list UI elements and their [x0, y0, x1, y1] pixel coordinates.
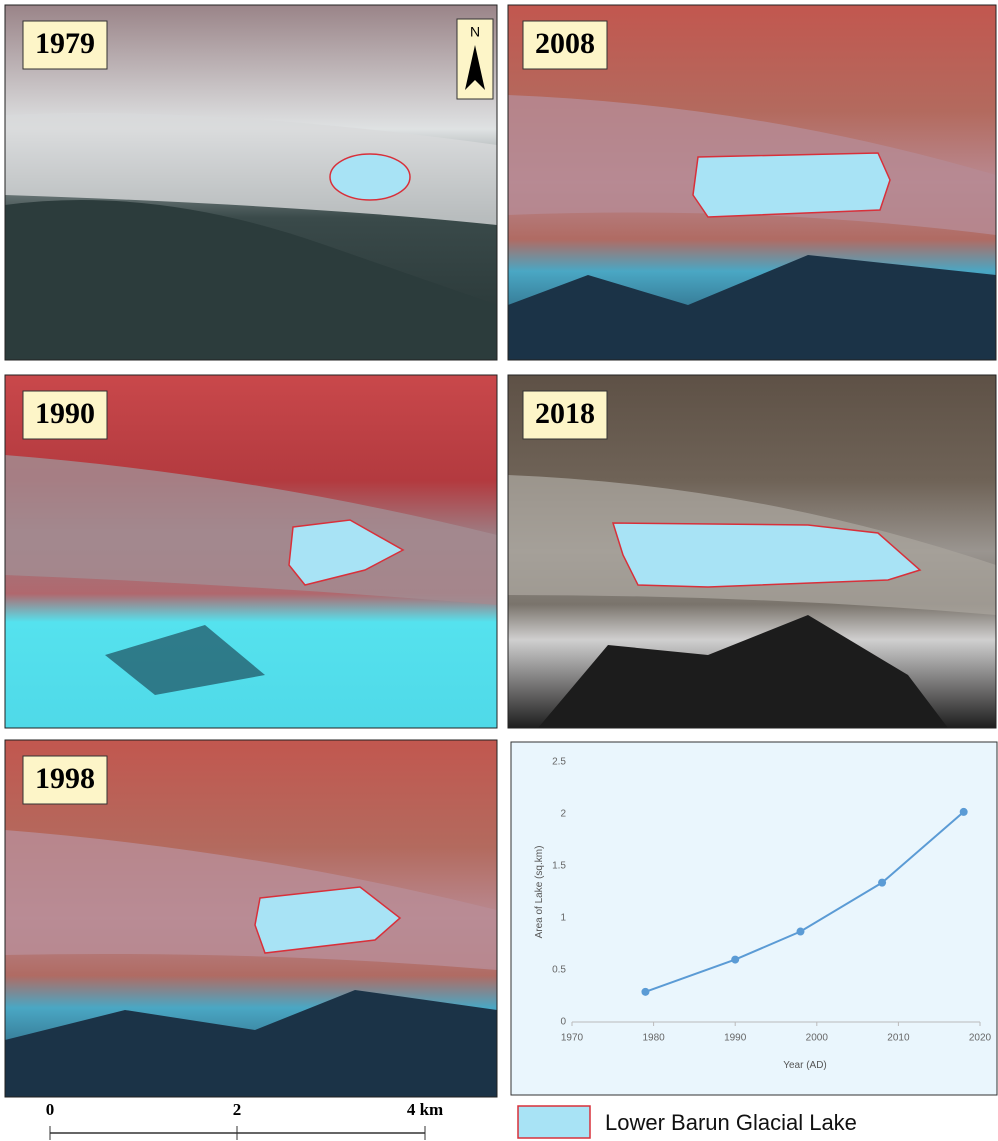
x-tick-label: 1980 — [642, 1033, 665, 1044]
x-tick-label: 1970 — [561, 1033, 584, 1044]
y-tick-label: 0 — [560, 1017, 566, 1028]
y-tick-label: 1.5 — [552, 861, 566, 872]
x-tick-label: 1990 — [724, 1033, 747, 1044]
legend-swatch — [517, 1105, 591, 1139]
panel-2018: 2018 — [508, 375, 996, 728]
scale-bar: 0 2 4 km — [46, 1100, 443, 1140]
y-tick-label: 0.5 — [552, 965, 566, 976]
y-tick-label: 2 — [560, 809, 566, 820]
panel-1990: 1990 — [5, 375, 497, 728]
panel-2008: 2008 — [508, 5, 996, 360]
data-point — [641, 987, 650, 996]
panel-label: 1998 — [35, 762, 95, 795]
compass-label: N — [470, 24, 480, 40]
scale-label: 0 — [46, 1100, 55, 1119]
panel-label: 2008 — [535, 27, 595, 60]
panel-1979: 1979 N — [5, 5, 497, 360]
scale-label: 2 — [233, 1100, 242, 1119]
legend-label: Lower Barun Glacial Lake — [605, 1110, 857, 1135]
scale-label: 4 km — [407, 1100, 443, 1119]
data-point — [878, 878, 887, 887]
panel-label: 1990 — [35, 397, 95, 430]
x-tick-label: 2010 — [887, 1033, 910, 1044]
panel-1998: 1998 — [5, 740, 497, 1097]
data-point — [731, 955, 740, 964]
x-tick-label: 2020 — [969, 1033, 992, 1044]
x-tick-label: 2000 — [806, 1033, 829, 1044]
y-tick-label: 2.5 — [552, 757, 566, 768]
x-axis-title: Year (AD) — [783, 1060, 827, 1071]
data-point — [959, 807, 968, 816]
chart-panel — [510, 741, 998, 1096]
chart: Year (AD) Area of Lake (sq.km) 0 0.5 1 1.5 2… — [534, 757, 992, 1071]
panel-label: 1979 — [35, 27, 95, 60]
data-point — [796, 927, 805, 936]
lake-outline — [329, 153, 411, 201]
y-tick-label: 1 — [560, 913, 566, 924]
y-axis-title: Area of Lake (sq.km) — [534, 846, 545, 939]
panel-label: 2018 — [535, 397, 595, 430]
